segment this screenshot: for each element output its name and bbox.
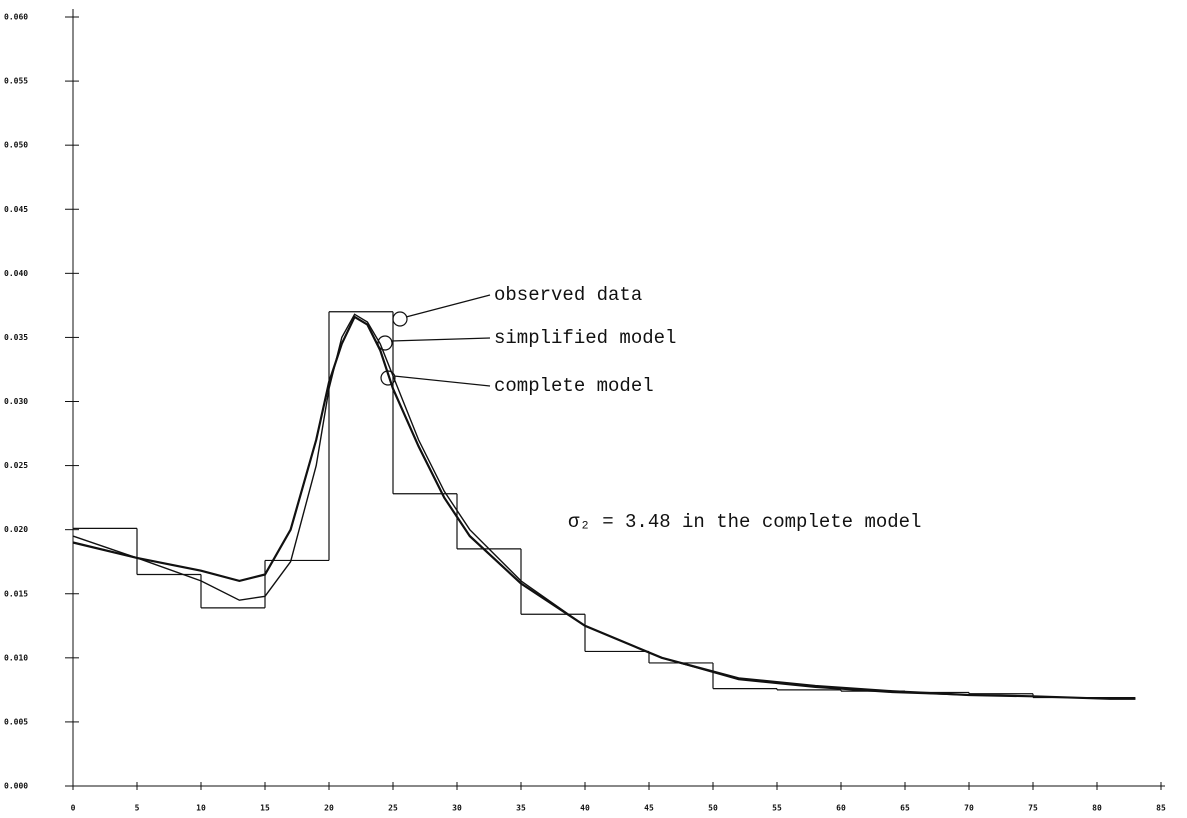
y-tick-label: 0.000 (4, 782, 28, 791)
x-tick-label: 85 (1156, 804, 1166, 813)
y-tick-label: 0.020 (4, 525, 28, 534)
y-tick-label: 0.045 (4, 205, 28, 214)
y-tick-label: 0.040 (4, 269, 28, 278)
y-tick-label: 0.010 (4, 653, 28, 662)
y-tick-label: 0.005 (4, 717, 28, 726)
y-tick-label: 0.035 (4, 333, 28, 342)
callout-circle (392, 311, 408, 327)
x-tick-label: 10 (196, 804, 206, 813)
x-tick-label: 15 (260, 804, 270, 813)
model-curve (72, 313, 1136, 700)
y-tick-label: 0.060 (4, 13, 28, 22)
series-label: observed data (494, 284, 642, 306)
y-tick-label: 0.055 (4, 77, 28, 86)
y-tick-label: 0.015 (4, 589, 28, 598)
x-tick-label: 5 (135, 804, 140, 813)
x-tick-label: 40 (580, 804, 590, 813)
series-label: complete model (494, 375, 654, 397)
callout-line (390, 337, 491, 342)
callout-line (405, 294, 491, 318)
x-tick-label: 55 (772, 804, 782, 813)
x-tick-label: 60 (836, 804, 846, 813)
annotation: σ₂ = 3.48 in the complete model (568, 511, 921, 533)
x-tick-label: 30 (452, 804, 462, 813)
x-tick-label: 25 (388, 804, 398, 813)
x-tick-label: 80 (1092, 804, 1102, 813)
x-tick-label: 0 (71, 804, 76, 813)
callout-circle (380, 370, 396, 386)
model-curve (72, 315, 1136, 700)
series-label: simplified model (494, 327, 676, 349)
x-tick-label: 50 (708, 804, 718, 813)
x-tick-label: 65 (900, 804, 910, 813)
callout-circle (377, 335, 393, 351)
x-tick-label: 45 (644, 804, 654, 813)
y-tick-label: 0.030 (4, 397, 28, 406)
callout-line (393, 375, 491, 387)
y-tick-label: 0.025 (4, 461, 28, 470)
x-tick-label: 35 (516, 804, 526, 813)
x-tick-label: 70 (964, 804, 974, 813)
x-tick-label: 75 (1028, 804, 1038, 813)
x-tick-label: 20 (324, 804, 334, 813)
y-tick-label: 0.050 (4, 141, 28, 150)
